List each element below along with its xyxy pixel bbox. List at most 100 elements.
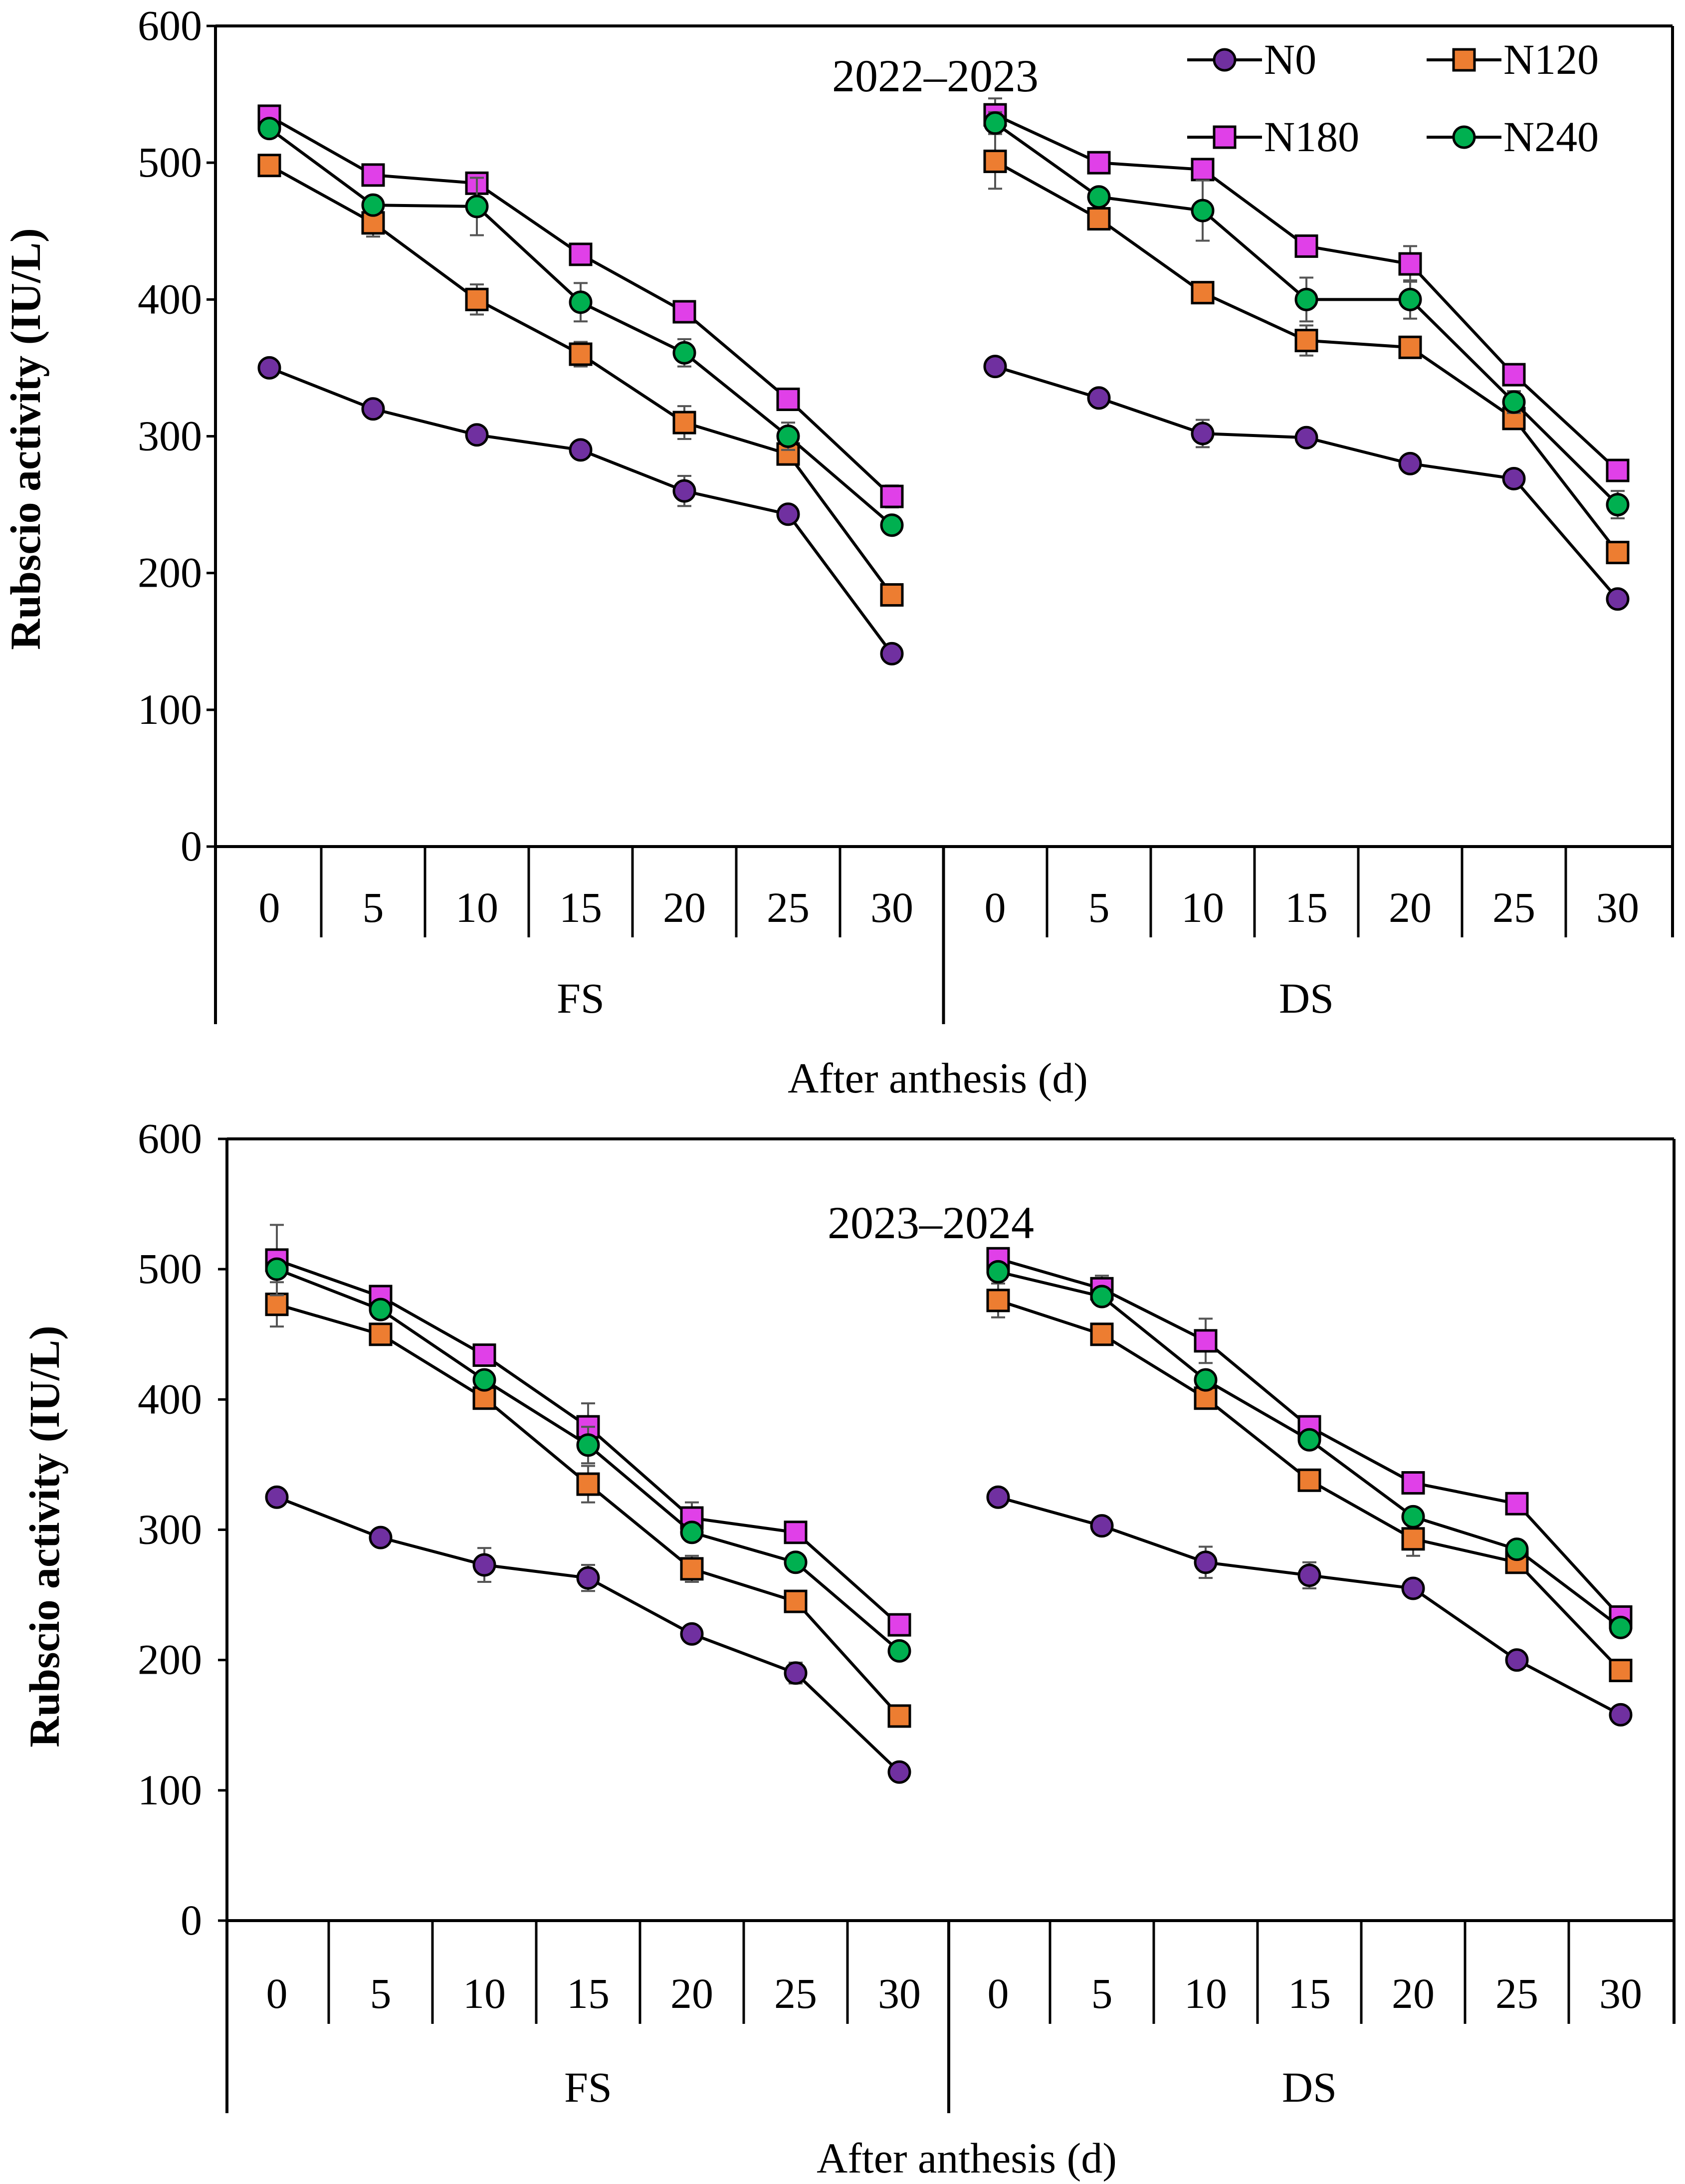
legend-marker: [1452, 48, 1476, 72]
legend-marker: [1452, 125, 1476, 149]
data-point: [1398, 335, 1422, 359]
data-point: [1606, 493, 1630, 517]
data-point: [1194, 1329, 1218, 1353]
y-axis-title: Rubscio activity (IU/L): [1, 228, 49, 650]
y-tick-label: 200: [138, 1636, 202, 1684]
series-n0: [265, 1485, 1633, 1784]
x-tick-label: 10: [463, 1969, 506, 2017]
data-point: [569, 342, 593, 366]
x-group-label: DS: [1279, 974, 1334, 1022]
data-point: [1401, 1576, 1425, 1600]
y-tick-label: 600: [138, 1114, 202, 1162]
data-point: [1401, 1505, 1425, 1529]
x-tick-label: 15: [559, 883, 602, 931]
data-point: [776, 387, 800, 411]
data-point: [576, 1472, 600, 1496]
data-point: [1294, 329, 1318, 353]
data-point: [1294, 426, 1318, 449]
data-point: [1297, 1468, 1321, 1492]
y-tick-label: 200: [138, 549, 202, 597]
x-tick-label: 30: [1599, 1969, 1642, 2017]
legend-entry-n240: N240: [1427, 113, 1599, 161]
data-point: [1401, 1471, 1425, 1495]
legend: N0 N120 N180 N240: [1187, 35, 1599, 161]
x-group-label: FS: [557, 974, 605, 1022]
series-n120: [257, 133, 1630, 607]
data-point: [1194, 1368, 1218, 1392]
x-tick-label: 5: [370, 1969, 392, 2017]
y-tick-label: 600: [138, 1, 202, 49]
x-axis-title: After anthesis (d): [817, 2134, 1117, 2182]
data-point: [776, 502, 800, 526]
data-point: [361, 163, 385, 187]
data-point: [576, 1566, 600, 1590]
x-tick-label: 0: [988, 1969, 1009, 2017]
x-axis-title: After anthesis (d): [788, 1054, 1088, 1102]
data-point: [1609, 1659, 1633, 1683]
data-point: [1502, 466, 1526, 490]
x-tick-label: 30: [1596, 883, 1639, 931]
data-point: [887, 1760, 911, 1784]
series-n180: [265, 1224, 1633, 1637]
x-tick-label: 25: [1492, 883, 1535, 931]
legend-marker: [1213, 125, 1237, 149]
data-point: [1606, 541, 1630, 565]
data-point: [1502, 390, 1526, 414]
data-point: [1398, 252, 1422, 276]
legend-entry-n120: N120: [1427, 35, 1599, 83]
x-tick-label: 20: [1392, 1969, 1435, 2017]
x-tick-label: 30: [870, 883, 913, 931]
x-tick-label: 25: [767, 883, 810, 931]
data-point: [1294, 234, 1318, 258]
data-point: [1294, 287, 1318, 311]
data-point: [1087, 151, 1111, 175]
x-tick-label: 30: [878, 1969, 921, 2017]
x-tick-label: 0: [266, 1969, 288, 2017]
data-point: [983, 149, 1007, 173]
x-tick-label: 10: [1181, 883, 1224, 931]
x-tick-label: 0: [985, 883, 1006, 931]
data-point: [1505, 1492, 1529, 1516]
data-point: [472, 1343, 496, 1367]
legend-entry-n0: N0: [1187, 35, 1316, 83]
data-point: [1191, 199, 1215, 222]
data-point: [1194, 1550, 1218, 1574]
data-point: [983, 355, 1007, 379]
data-point: [569, 438, 593, 462]
data-point: [784, 1521, 808, 1544]
panel-2022-2023: Rubscio activity (IU/L) 2022–2023 After …: [1, 1, 1674, 1102]
data-point: [672, 479, 696, 503]
data-point: [672, 341, 696, 365]
data-point: [1505, 1537, 1529, 1561]
data-point: [361, 193, 385, 217]
data-point: [472, 1368, 496, 1392]
data-point: [465, 423, 489, 447]
data-point: [1191, 281, 1215, 305]
x-group-label: DS: [1282, 2063, 1337, 2111]
y-tick-label: 0: [181, 822, 202, 870]
data-point: [672, 411, 696, 435]
x-tick-label: 5: [1088, 883, 1110, 931]
legend-label: N0: [1264, 35, 1316, 83]
data-point: [887, 1704, 911, 1728]
data-point: [1606, 458, 1630, 482]
panel-2023-2024: Rubscio activity (IU/L) 2023–2024 After …: [20, 1114, 1676, 2182]
x-tick-label: 20: [663, 883, 706, 931]
series-n180: [257, 97, 1630, 509]
x-tick-label: 10: [455, 883, 498, 931]
data-point: [784, 1661, 808, 1685]
data-point: [569, 242, 593, 266]
data-point: [1090, 1322, 1114, 1346]
data-point: [265, 1293, 289, 1316]
x-tick-label: 25: [774, 1969, 817, 2017]
x-tick-label: 5: [363, 883, 384, 931]
x-tick-label: 20: [670, 1969, 713, 2017]
data-point: [880, 642, 904, 665]
data-point: [1606, 587, 1630, 611]
data-point: [472, 1553, 496, 1577]
data-point: [880, 583, 904, 607]
series-n240: [265, 1257, 1633, 1663]
data-point: [1609, 1703, 1633, 1727]
data-point: [569, 290, 593, 314]
